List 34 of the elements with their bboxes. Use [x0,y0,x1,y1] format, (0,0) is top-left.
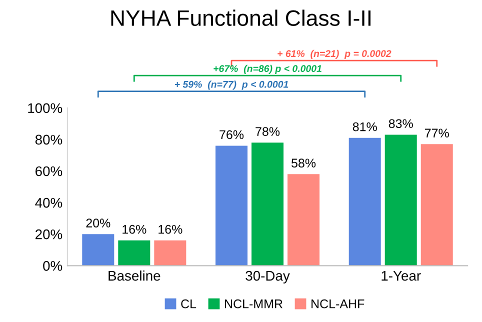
text: + 59% (n=77) p < 0.0001 [174,80,288,90]
legend-label: CL [181,299,196,308]
text: 58% [292,158,316,168]
x-tick-label: 30-Day [246,270,290,284]
text: 83% [388,119,413,128]
y-tick-label: 100% [28,103,62,114]
y-tick-label: 20% [36,229,62,240]
x-tick-label: 1-Year [382,271,421,281]
y-tick-label: 80% [35,134,62,145]
y-tick-label: 60% [36,166,62,176]
text: 78% [256,127,280,136]
legend-label: NCL-MMR [225,299,282,308]
bar [288,174,320,266]
text: 81% [352,122,377,132]
legend-label: NCL-AHF [312,299,364,308]
bar [420,144,453,266]
text: 20% [86,218,110,228]
bar [252,142,284,266]
y-tick-label: 0% [43,260,62,271]
chart-title: NYHA Functional Class I-II [111,10,370,26]
bar [118,240,150,266]
bar [154,240,186,266]
text: +67% (n=86) p < 0.0001 [214,64,322,74]
text: 77% [425,128,449,138]
x-tick-label: Baseline [108,270,160,281]
text: 16% [122,224,146,234]
y-tick-label: 40% [35,198,62,208]
bar [82,234,114,266]
text: 76% [220,130,244,140]
bar [348,138,381,266]
bar [384,134,417,266]
text: + 61% (n=21) p = 0.0002 [278,50,392,59]
text: 16% [158,224,182,234]
bar [216,146,248,266]
